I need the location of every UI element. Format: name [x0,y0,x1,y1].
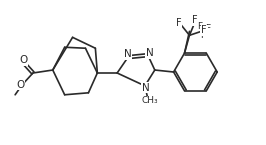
Text: F: F [192,16,197,26]
Text: O: O [16,80,24,90]
Text: N: N [142,83,150,93]
Text: F: F [197,22,202,31]
Text: O: O [19,55,27,65]
Text: N: N [146,48,154,58]
Text: N: N [124,49,132,59]
Text: F: F [200,31,205,40]
Text: F: F [202,25,207,35]
Text: F: F [205,24,210,33]
Text: CH₃: CH₃ [142,96,158,105]
Text: F: F [176,18,181,28]
